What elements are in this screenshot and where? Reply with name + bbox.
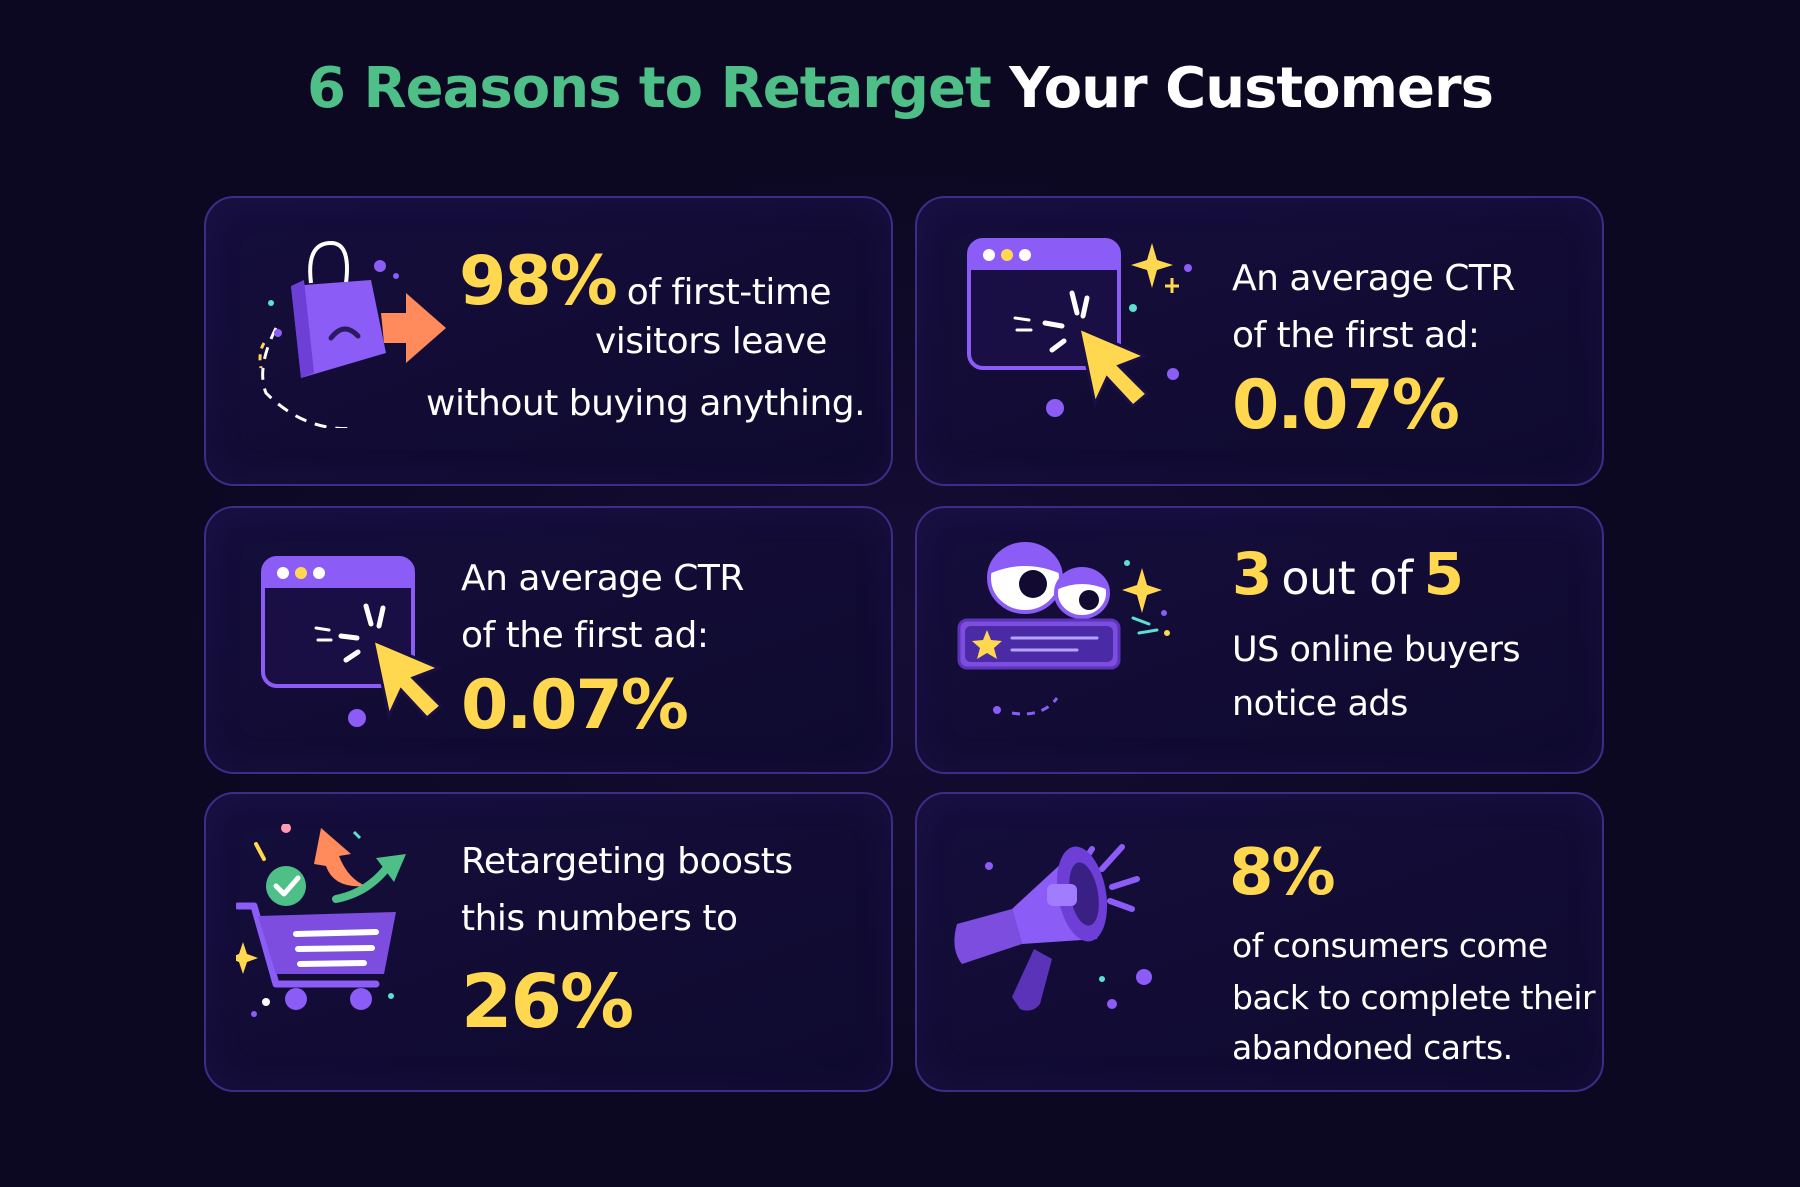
card-text: back to complete their bbox=[1232, 978, 1596, 1017]
card-text: US online buyers bbox=[1232, 630, 1521, 670]
stat-value: 0.07% bbox=[1232, 366, 1460, 445]
stat-value: 3 bbox=[1232, 540, 1272, 608]
card-text: out of bbox=[1281, 551, 1413, 605]
card-text: of consumers come bbox=[1232, 926, 1548, 965]
eyes-ad-icon bbox=[957, 542, 1170, 716]
shopping-bag-exit-icon bbox=[258, 240, 446, 428]
stat-value: 5 bbox=[1423, 540, 1464, 608]
shopping-cart-icon bbox=[236, 824, 406, 1017]
reason-card-5: Retargeting boosts this numbers to 26% bbox=[204, 792, 893, 1092]
card-text: notice ads bbox=[1232, 684, 1408, 724]
card-text: of first-time bbox=[626, 272, 832, 313]
title-accent: 6 Reasons to Retarget bbox=[307, 56, 992, 121]
reason-card-1: 98% of first-time visitors leave without… bbox=[204, 196, 893, 486]
card-text: visitors leave bbox=[595, 321, 827, 362]
stat-value: 0.07% bbox=[461, 666, 689, 745]
card-text: this numbers to bbox=[461, 898, 738, 939]
card-text: without buying anything. bbox=[426, 383, 866, 424]
stat-value: 8% bbox=[1229, 836, 1336, 910]
stat-value: 26% bbox=[461, 959, 634, 1045]
card-text: Retargeting boosts bbox=[461, 841, 793, 882]
browser-click-icon bbox=[261, 556, 444, 727]
title-rest: Your Customers bbox=[1009, 56, 1494, 121]
card-text: abandoned carts. bbox=[1232, 1028, 1513, 1067]
reason-card-2: An average CTR of the first ad: 0.07% bbox=[915, 196, 1604, 486]
megaphone-icon bbox=[954, 844, 1152, 1011]
reason-card-6: 8% of consumers come back to complete th… bbox=[915, 792, 1604, 1092]
reason-card-4: 3 out of 5 US online buyers notice ads bbox=[915, 506, 1604, 774]
page-title: 6 Reasons to Retarget Your Customers bbox=[0, 56, 1800, 121]
card-text: of the first ad: bbox=[461, 615, 709, 656]
reason-card-3: An average CTR of the first ad: 0.07% bbox=[204, 506, 893, 774]
browser-click-icon bbox=[967, 238, 1192, 417]
card-text: An average CTR bbox=[1232, 258, 1515, 299]
card-text: of the first ad: bbox=[1232, 315, 1480, 356]
stat-value: 98% bbox=[459, 242, 618, 321]
card-text: An average CTR bbox=[461, 558, 744, 599]
